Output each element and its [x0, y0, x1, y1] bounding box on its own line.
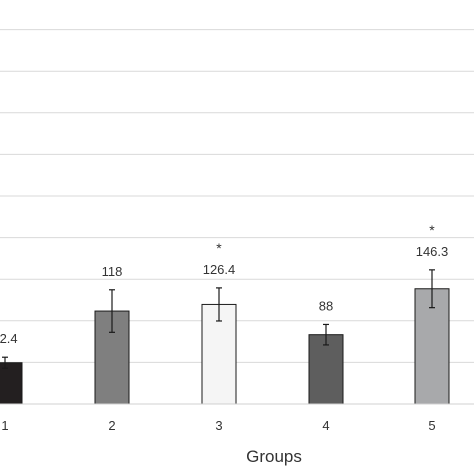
- gridlines: [0, 29, 474, 363]
- bar-group-1: [0, 362, 23, 405]
- x-tick-label: 2: [108, 418, 115, 433]
- x-tick-label: 5: [428, 418, 435, 433]
- data-label: 126.4: [203, 262, 236, 277]
- x-tick-label: 3: [215, 418, 222, 433]
- bars: [0, 288, 450, 405]
- x-tick-label: 4: [322, 418, 329, 433]
- x-tick-label: 1: [1, 418, 8, 433]
- data-label: 146.3: [416, 244, 449, 259]
- x-tick-labels: 1 2 3 4 5: [1, 418, 435, 433]
- data-label: 88: [319, 298, 333, 313]
- error-bars: [2, 269, 435, 369]
- data-labels: 52.4 118 126.4 * 88 146.3 *: [0, 222, 448, 346]
- data-label: 118: [102, 264, 123, 279]
- x-axis-title: Groups: [246, 447, 302, 466]
- significance-marker: *: [429, 222, 435, 238]
- data-label: 52.4: [0, 331, 18, 346]
- significance-marker: *: [216, 240, 222, 256]
